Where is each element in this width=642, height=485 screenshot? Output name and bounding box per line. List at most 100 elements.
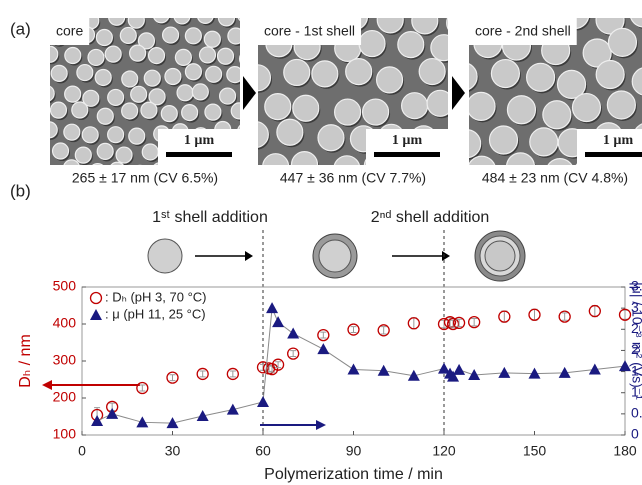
y-tick-label: 300	[53, 352, 77, 368]
y-tick-label: 500	[53, 278, 77, 294]
error-bar	[200, 371, 206, 377]
error-bar	[471, 318, 477, 325]
particle	[218, 48, 234, 64]
particle	[165, 69, 181, 85]
particle	[277, 119, 303, 145]
particle	[21, 122, 37, 138]
data-point	[317, 343, 329, 354]
particle	[108, 127, 124, 143]
particle-shadow	[19, 53, 35, 69]
particle	[82, 127, 98, 143]
error-bar	[230, 371, 236, 377]
particle	[185, 64, 201, 80]
data-point	[227, 404, 239, 415]
data-point	[266, 302, 278, 313]
particle	[122, 71, 138, 87]
axis-arrow	[316, 420, 326, 430]
scale-bar	[374, 152, 440, 157]
particle	[363, 99, 389, 125]
error-bar	[411, 318, 417, 329]
error-bar	[320, 332, 326, 338]
image-label: core	[56, 23, 83, 39]
particle	[607, 91, 635, 119]
core-particle	[485, 241, 515, 271]
particle	[149, 48, 165, 64]
particle	[182, 105, 198, 121]
image-caption: 484 ± 23 nm (CV 4.8%)	[482, 170, 628, 186]
particle	[608, 28, 636, 56]
particle	[265, 94, 291, 120]
particle-shadow	[20, 92, 36, 108]
error-bar	[351, 327, 357, 333]
particle-shadow	[439, 163, 467, 191]
sem-image: core 1 µm	[18, 7, 271, 185]
particle	[227, 67, 243, 83]
legend-label: : μ (pH 11, 25 °C)	[105, 306, 206, 321]
particle	[293, 95, 319, 121]
particle	[402, 93, 428, 119]
particle	[34, 33, 50, 49]
particle	[31, 67, 47, 83]
y-tick-label: 200	[53, 389, 77, 405]
legend-marker	[91, 293, 102, 304]
particle	[65, 86, 81, 102]
particle-shadow	[239, 9, 255, 25]
particle-shadow	[30, 110, 46, 126]
particle	[18, 51, 34, 67]
particle	[141, 102, 157, 118]
particle	[238, 7, 254, 23]
particle	[490, 126, 518, 154]
y-tick-label: 400	[53, 315, 77, 331]
error-bar	[562, 313, 568, 320]
particle	[228, 28, 244, 44]
y2-tick-label: 0	[631, 426, 639, 442]
scale-label: 1 µm	[392, 133, 423, 148]
particle	[75, 147, 91, 163]
particle-shadow	[239, 125, 255, 141]
x-axis-title: Polymerization time / min	[264, 466, 443, 483]
panel-label: (b)	[10, 181, 31, 200]
page: {"panel_a": {"label": "(a)", "images": […	[0, 0, 642, 485]
particle	[284, 59, 310, 85]
particle	[491, 60, 519, 88]
particle	[192, 84, 208, 100]
annotation: 2ⁿᵈ shell addition	[371, 209, 490, 226]
particle	[419, 59, 445, 85]
arrow	[452, 76, 465, 110]
error-bar	[501, 311, 507, 322]
particle-shadow	[29, 147, 45, 163]
particle	[97, 143, 113, 159]
scale-label: 1 µm	[184, 133, 215, 148]
particle	[120, 27, 136, 43]
axis-arrow	[42, 380, 52, 390]
image-caption: 447 ± 36 nm (CV 7.7%)	[280, 170, 426, 186]
particle	[596, 61, 624, 89]
particle	[507, 96, 535, 124]
x-tick-label: 180	[613, 443, 637, 459]
arrow	[243, 76, 256, 110]
particle	[200, 47, 216, 63]
particle	[359, 31, 385, 57]
particle-shadow	[32, 69, 48, 85]
particle	[38, 85, 54, 101]
particle-shadow	[219, 169, 235, 185]
particle	[312, 61, 338, 87]
particle	[447, 10, 473, 36]
particle	[377, 7, 403, 33]
particle	[131, 86, 147, 102]
particle-shadow	[243, 162, 259, 178]
error-bar	[592, 306, 598, 317]
particle	[204, 31, 220, 47]
legend-label: : Dₕ (pH 3, 70 °C)	[105, 289, 206, 304]
particle	[109, 9, 125, 25]
error-bar	[170, 375, 176, 381]
particle	[65, 48, 81, 64]
x-tick-label: 30	[165, 443, 181, 459]
x-tick-label: 120	[432, 443, 456, 459]
particle	[335, 99, 361, 125]
data-point	[498, 367, 510, 378]
particle	[97, 108, 113, 124]
particle	[53, 143, 69, 159]
particle	[453, 130, 481, 158]
particle	[50, 102, 66, 118]
